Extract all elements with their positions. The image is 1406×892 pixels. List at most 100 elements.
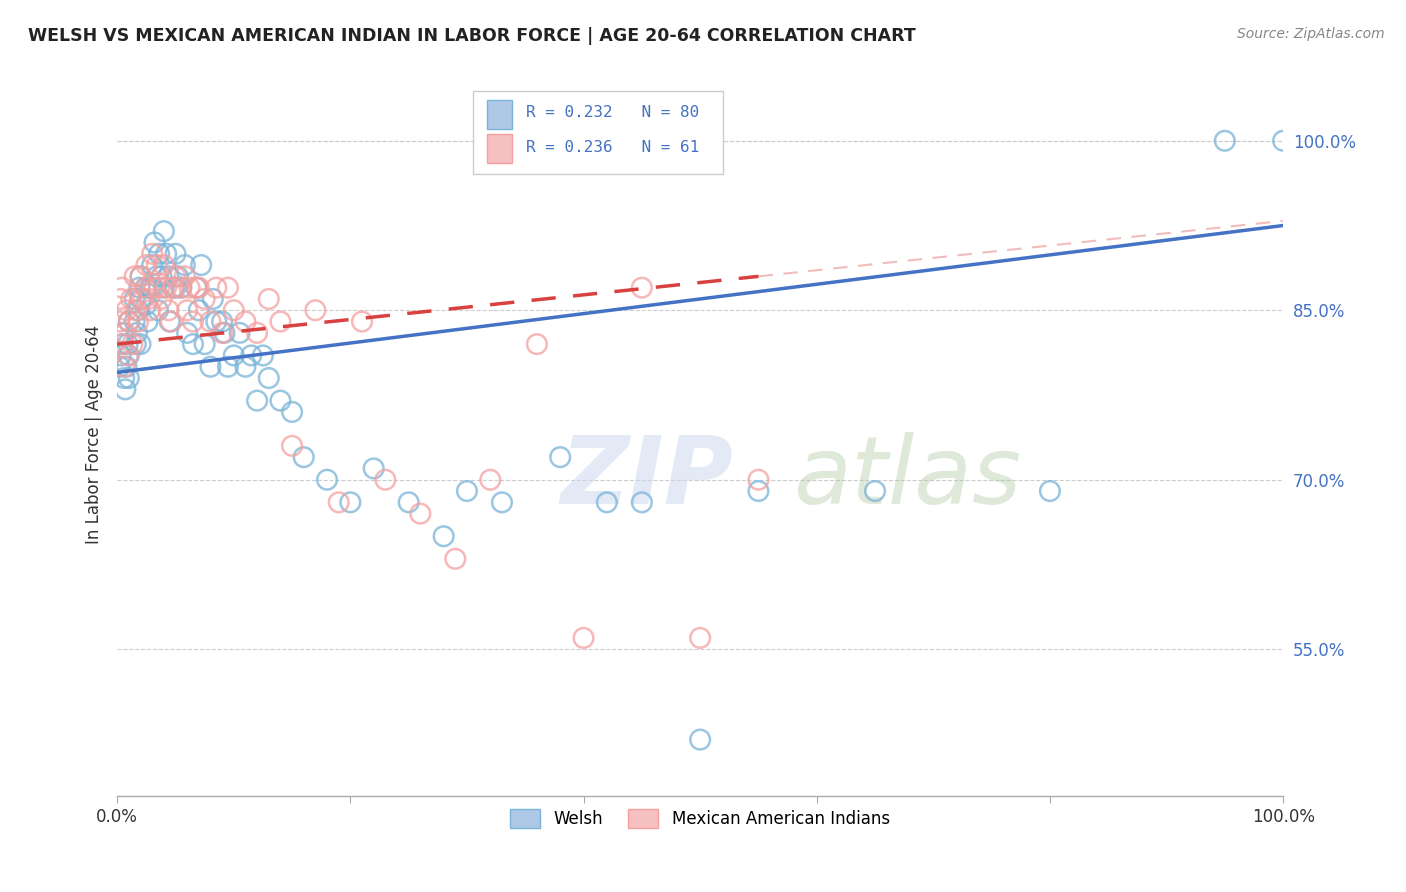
Point xyxy=(110,348,132,362)
Point xyxy=(129,269,152,284)
Point xyxy=(162,280,184,294)
Point xyxy=(235,314,257,328)
Point xyxy=(121,337,143,351)
Point xyxy=(228,326,250,340)
Point xyxy=(125,337,148,351)
Point xyxy=(217,280,239,294)
Point xyxy=(129,337,152,351)
Point xyxy=(138,292,160,306)
Point xyxy=(125,326,148,340)
Point xyxy=(179,280,201,294)
Point xyxy=(246,326,269,340)
Point xyxy=(146,303,169,318)
Point xyxy=(170,280,193,294)
Point xyxy=(747,473,769,487)
Point xyxy=(194,337,217,351)
Point xyxy=(125,303,148,318)
Point xyxy=(148,280,170,294)
Point xyxy=(111,337,134,351)
Point xyxy=(200,314,222,328)
Point xyxy=(128,280,150,294)
Point xyxy=(165,280,187,294)
Point xyxy=(165,246,187,260)
Point xyxy=(159,314,181,328)
Point xyxy=(214,326,236,340)
Point xyxy=(129,269,152,284)
Point xyxy=(132,292,155,306)
Point xyxy=(173,258,195,272)
Point xyxy=(148,246,170,260)
Point xyxy=(124,292,146,306)
Point xyxy=(115,359,138,374)
Point xyxy=(170,280,193,294)
Point xyxy=(135,258,157,272)
Point xyxy=(631,280,654,294)
Point xyxy=(1213,134,1236,148)
Point xyxy=(200,359,222,374)
Point xyxy=(1272,134,1295,148)
Point xyxy=(157,303,180,318)
Point xyxy=(117,348,139,362)
Point xyxy=(409,507,432,521)
Point xyxy=(117,337,139,351)
Point xyxy=(124,314,146,328)
Point xyxy=(108,359,131,374)
Point xyxy=(150,269,173,284)
Point xyxy=(211,314,233,328)
Point xyxy=(146,269,169,284)
Point xyxy=(139,303,162,318)
Point xyxy=(153,258,176,272)
Bar xyxy=(486,135,512,163)
Point xyxy=(111,337,134,351)
Point xyxy=(240,348,263,362)
Point xyxy=(339,495,361,509)
Point xyxy=(350,314,373,328)
Point xyxy=(1039,483,1062,498)
Point xyxy=(120,292,142,306)
Point xyxy=(316,473,339,487)
Text: WELSH VS MEXICAN AMERICAN INDIAN IN LABOR FORCE | AGE 20-64 CORRELATION CHART: WELSH VS MEXICAN AMERICAN INDIAN IN LABO… xyxy=(28,27,915,45)
Point xyxy=(222,303,245,318)
Point xyxy=(246,393,269,408)
Point xyxy=(257,371,280,385)
Text: R = 0.236   N = 61: R = 0.236 N = 61 xyxy=(526,140,700,155)
Point xyxy=(153,224,176,238)
Point xyxy=(135,297,157,311)
Point xyxy=(143,280,166,294)
Point xyxy=(176,326,198,340)
Point xyxy=(111,280,134,294)
Point xyxy=(166,269,188,284)
Point xyxy=(304,303,326,318)
Point xyxy=(135,280,157,294)
Text: R = 0.232   N = 80: R = 0.232 N = 80 xyxy=(526,105,700,120)
Point xyxy=(153,280,176,294)
Point xyxy=(139,280,162,294)
Point xyxy=(479,473,502,487)
Point xyxy=(187,280,209,294)
Point xyxy=(222,348,245,362)
Point xyxy=(127,314,149,328)
Point xyxy=(159,314,181,328)
Point xyxy=(444,551,467,566)
Point xyxy=(433,529,456,543)
Bar xyxy=(486,100,512,128)
Point xyxy=(205,314,228,328)
Point xyxy=(155,246,177,260)
Point xyxy=(176,303,198,318)
Point xyxy=(127,303,149,318)
Point xyxy=(235,359,257,374)
Point xyxy=(118,314,141,328)
Point xyxy=(572,631,595,645)
Point xyxy=(111,326,134,340)
Point xyxy=(217,359,239,374)
Point xyxy=(363,461,385,475)
FancyBboxPatch shape xyxy=(472,91,724,174)
Point xyxy=(526,337,548,351)
Text: atlas: atlas xyxy=(793,433,1022,524)
Point xyxy=(110,292,132,306)
Point xyxy=(115,303,138,318)
Point xyxy=(134,280,156,294)
Point xyxy=(143,235,166,250)
Point xyxy=(252,348,274,362)
Point xyxy=(281,405,304,419)
